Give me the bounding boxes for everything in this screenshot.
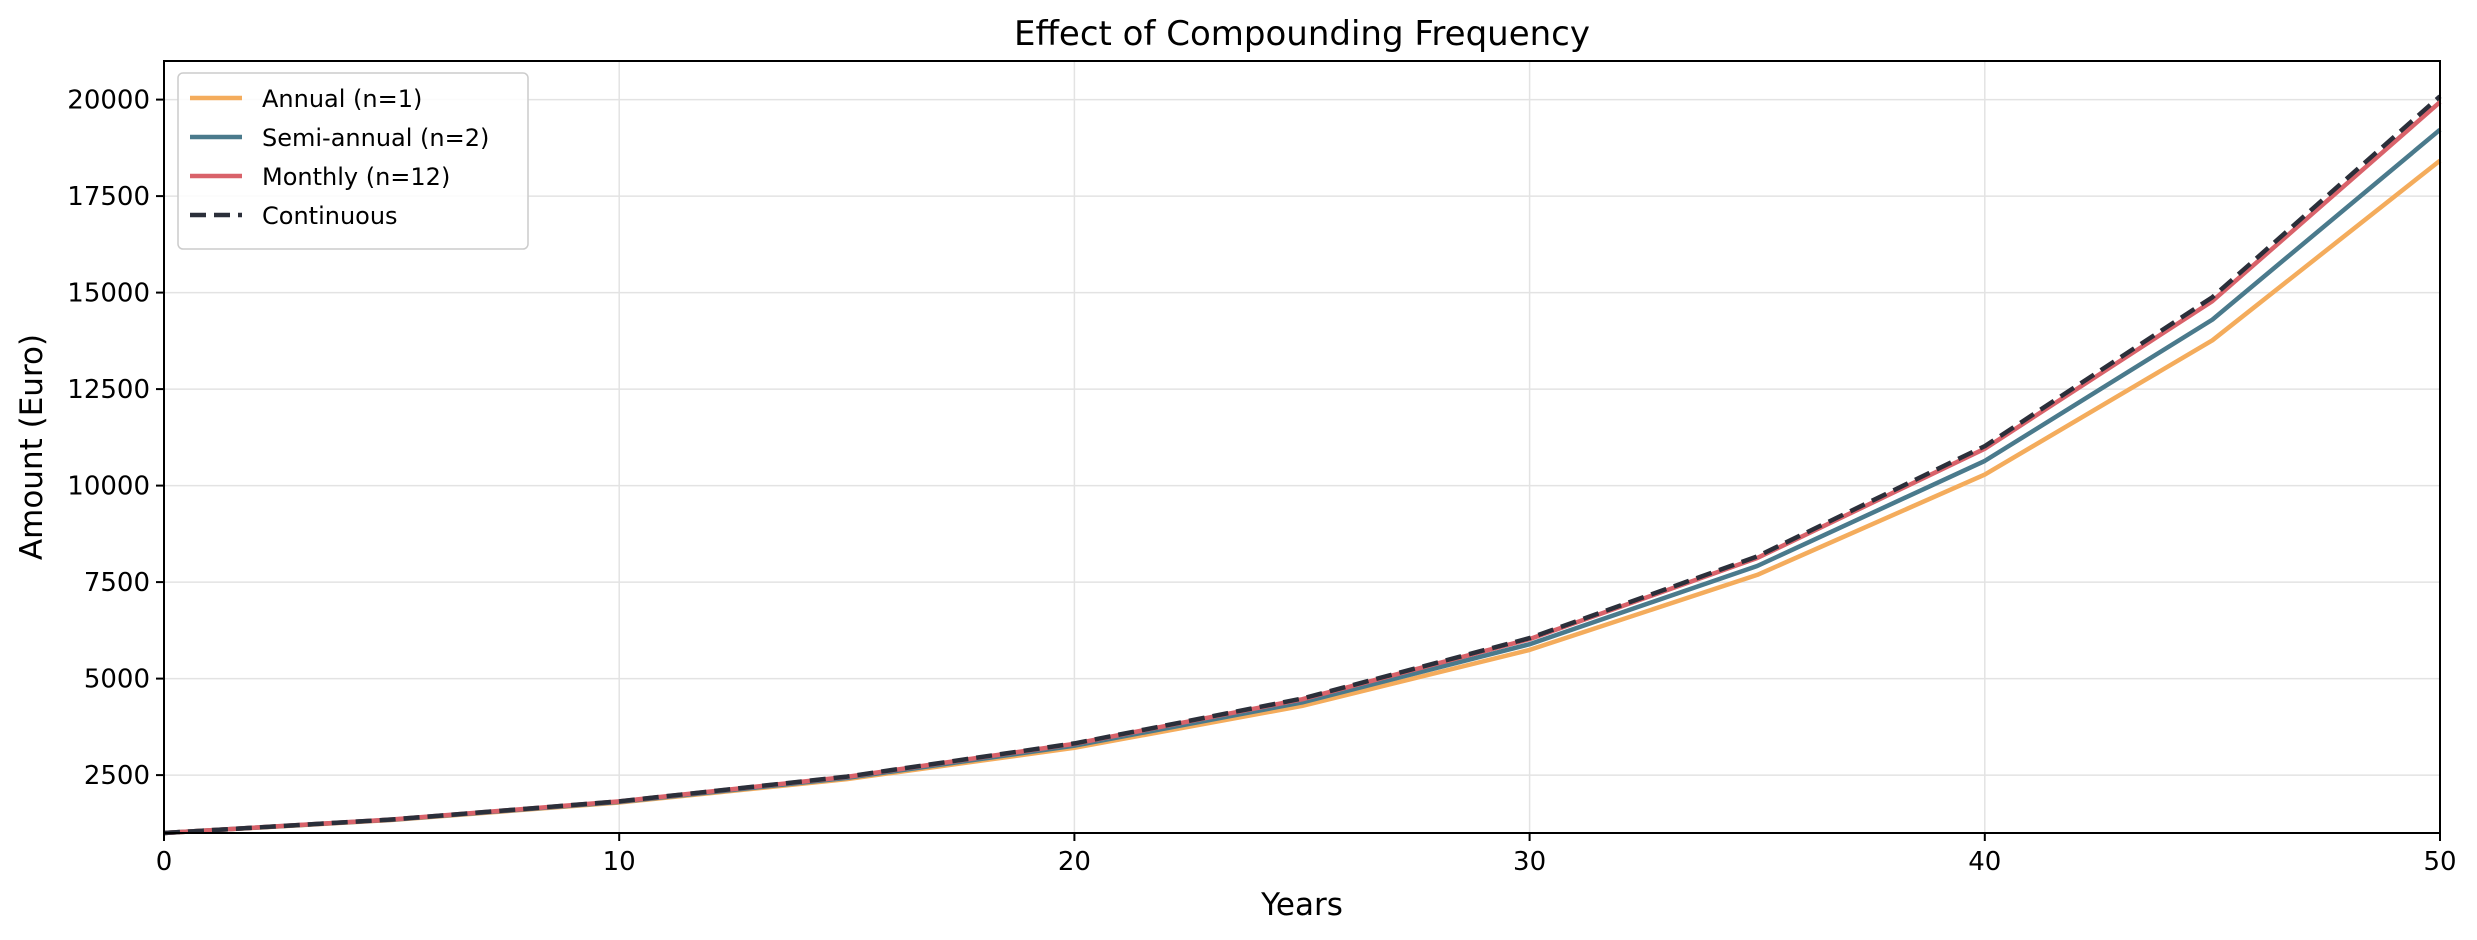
- series-layer: [163, 94, 2442, 836]
- y-tick-label: 5000: [84, 665, 150, 695]
- y-tick-label: 12500: [67, 375, 150, 405]
- x-tick-label: 10: [603, 847, 636, 877]
- ticks: 0 10 20 30 40 50 2500 5000 7500 10000 12500 15000 17…: [67, 86, 2456, 877]
- y-tick-label: 17500: [67, 182, 150, 212]
- x-tick-label: 40: [1968, 847, 2001, 877]
- series-line-monthly-n-12: [163, 100, 2442, 836]
- chart-title: Effect of Compounding Frequency: [1014, 14, 1590, 54]
- legend-label: Continuous: [262, 202, 398, 230]
- series-line-continuous: [163, 94, 2442, 836]
- legend-label: Annual (n=1): [262, 85, 422, 113]
- y-tick-label: 10000: [67, 472, 150, 502]
- legend-label: Semi-annual (n=2): [262, 124, 489, 152]
- y-tick-label: 7500: [84, 568, 150, 598]
- x-tick-label: 20: [1058, 847, 1091, 877]
- plot-frame: [163, 60, 2441, 834]
- y-tick-label: 15000: [67, 279, 150, 309]
- x-tick-label: 30: [1513, 847, 1546, 877]
- legend: Annual (n=1) Semi-annual (n=2) Monthly (n=…: [177, 72, 529, 250]
- legend-box: [177, 72, 529, 250]
- x-tick-label: 0: [156, 847, 173, 877]
- x-axis-label: Years: [1260, 887, 1343, 923]
- y-tick-label: 20000: [67, 86, 150, 116]
- series-line-annual-n-1: [163, 158, 2442, 836]
- x-tick-label: 50: [2423, 847, 2456, 877]
- y-axis-label: Amount (Euro): [14, 334, 50, 560]
- legend-label: Monthly (n=12): [262, 163, 450, 191]
- y-tick-label: 2500: [84, 761, 150, 791]
